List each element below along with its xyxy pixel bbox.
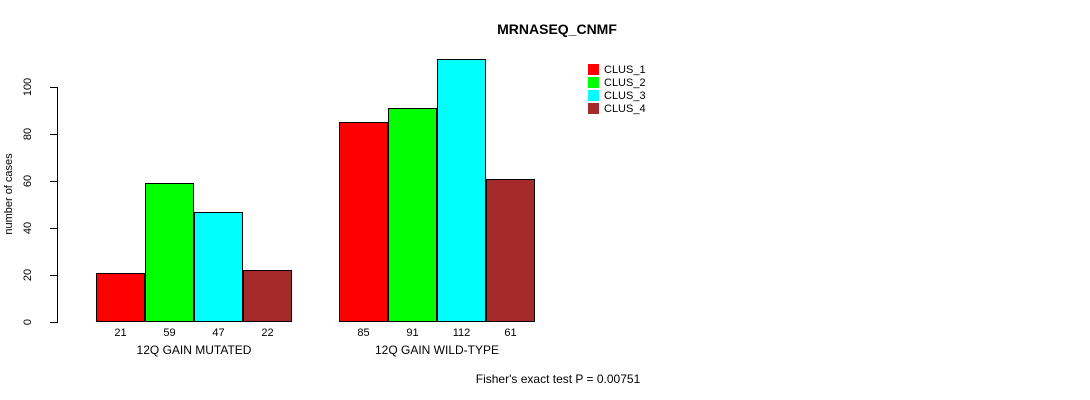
y-axis-line bbox=[57, 87, 58, 323]
legend-label: CLUS_3 bbox=[604, 89, 646, 102]
annotation-text: Fisher's exact test P = 0.00751 bbox=[475, 372, 641, 386]
y-tick-label: 40 bbox=[22, 221, 34, 235]
legend-swatch-icon bbox=[588, 103, 599, 114]
legend-swatch-icon bbox=[588, 90, 599, 101]
y-tick-mark bbox=[50, 227, 57, 229]
y-tick-label: 100 bbox=[22, 77, 34, 97]
legend-swatch-icon bbox=[588, 77, 599, 88]
category-label: 12Q GAIN MUTATED bbox=[136, 343, 252, 357]
chart-title: MRNASEQ_CNMF bbox=[497, 21, 617, 37]
y-tick-mark bbox=[50, 321, 57, 323]
bar-clus_2-group1 bbox=[145, 183, 194, 322]
bar-clus_3-group1 bbox=[194, 212, 243, 322]
bar-value-label: 91 bbox=[406, 327, 419, 339]
y-axis-title: number of cases bbox=[3, 153, 15, 235]
bar-clus_3-group2 bbox=[437, 59, 486, 322]
bar-clus_4-group1 bbox=[243, 270, 292, 322]
y-tick-label: 80 bbox=[22, 127, 34, 141]
y-tick-label: 20 bbox=[22, 268, 34, 282]
bar-clus_4-group2 bbox=[486, 179, 535, 322]
y-tick-mark bbox=[50, 86, 57, 88]
bar-value-label: 112 bbox=[452, 327, 471, 339]
legend-row: CLUS_1 bbox=[588, 63, 646, 76]
category-label: 12Q GAIN WILD-TYPE bbox=[374, 343, 500, 357]
y-tick-mark bbox=[50, 133, 57, 135]
legend-label: CLUS_1 bbox=[604, 63, 646, 76]
legend-row: CLUS_3 bbox=[588, 89, 646, 102]
bar-value-label: 21 bbox=[114, 327, 127, 339]
bar-clus_1-group2 bbox=[339, 122, 388, 322]
y-tick-mark bbox=[50, 180, 57, 182]
bar-value-label: 47 bbox=[212, 327, 225, 339]
y-tick-mark bbox=[50, 274, 57, 276]
legend-row: CLUS_2 bbox=[588, 76, 646, 89]
bar-value-label: 59 bbox=[163, 327, 176, 339]
bar-value-label: 22 bbox=[261, 327, 274, 339]
legend: CLUS_1 CLUS_2 CLUS_3 CLUS_4 bbox=[588, 63, 646, 115]
bar-clus_2-group2 bbox=[388, 108, 437, 322]
legend-row: CLUS_4 bbox=[588, 102, 646, 115]
legend-label: CLUS_2 bbox=[604, 76, 646, 89]
y-tick-label: 60 bbox=[22, 174, 34, 188]
legend-swatch-icon bbox=[588, 64, 599, 75]
y-tick-label: 0 bbox=[22, 318, 34, 326]
bar-clus_1-group1 bbox=[96, 273, 145, 322]
legend-label: CLUS_4 bbox=[604, 102, 646, 115]
bar-value-label: 85 bbox=[357, 327, 370, 339]
bar-value-label: 61 bbox=[504, 327, 517, 339]
